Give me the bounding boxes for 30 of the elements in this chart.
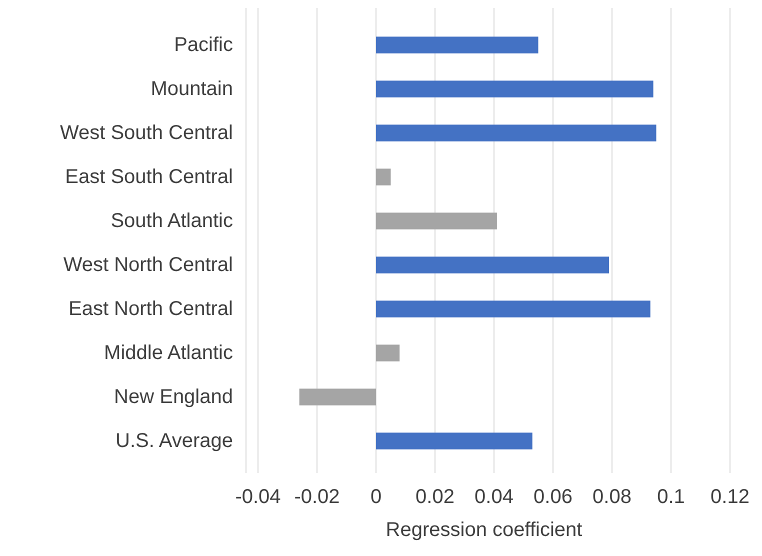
y-tick-label: East South Central	[65, 166, 233, 188]
bar	[376, 36, 538, 54]
x-tick-label: -0.02	[294, 486, 340, 508]
y-tick-label: East North Central	[68, 298, 233, 320]
bar	[376, 344, 400, 362]
bar	[376, 300, 650, 318]
bar	[376, 168, 391, 186]
bar	[376, 432, 532, 450]
y-tick-label: Mountain	[150, 78, 233, 100]
bar	[376, 80, 654, 98]
y-tick-label: West South Central	[60, 122, 233, 144]
y-tick-label: South Atlantic	[110, 210, 233, 232]
x-tick-label: 0.02	[416, 486, 454, 508]
bar	[299, 388, 376, 406]
y-tick-label: Middle Atlantic	[104, 342, 233, 364]
bar	[376, 124, 656, 142]
bar	[376, 212, 497, 230]
x-tick-label: 0	[370, 486, 382, 508]
y-tick-label: New England	[114, 386, 233, 408]
x-tick-label: 0.12	[710, 486, 750, 508]
y-tick-label: West North Central	[63, 254, 233, 276]
x-tick-label: -0.04	[235, 486, 281, 508]
x-tick-label: 0.06	[534, 486, 572, 508]
x-tick-label: 0.08	[592, 486, 632, 508]
y-tick-label: U.S. Average	[116, 430, 233, 452]
x-tick-label: 0.1	[657, 486, 685, 508]
x-tick-label: 0.04	[474, 486, 514, 508]
y-tick-label: Pacific	[174, 34, 233, 56]
bar	[376, 256, 610, 274]
x-axis-title: Regression coefficient	[386, 519, 583, 541]
